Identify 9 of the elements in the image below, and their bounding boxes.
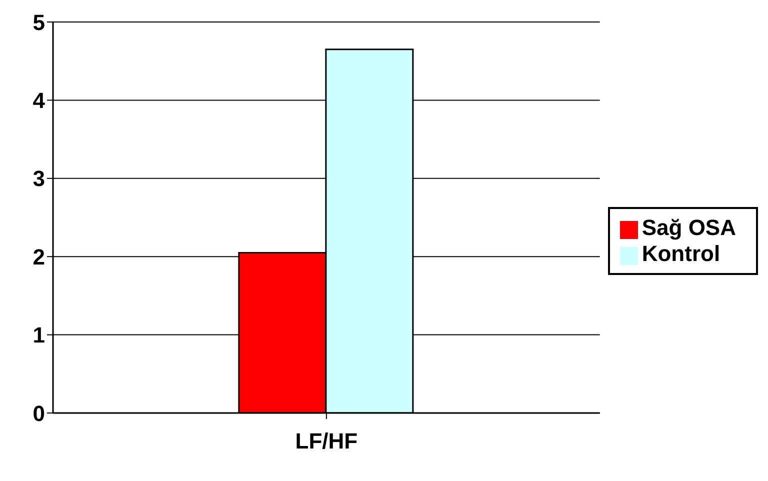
y-tick-label: 3 [32, 166, 45, 192]
y-tick-label: 0 [32, 400, 45, 426]
y-tick-label: 2 [32, 244, 45, 270]
y-tick-label: 1 [32, 322, 45, 348]
y-tick-label: 4 [32, 88, 46, 114]
legend-label: Sağ OSA [642, 214, 736, 240]
legend-label: Kontrol [642, 240, 720, 266]
x-tick-label: LF/HF [295, 428, 358, 454]
y-tick-label: 5 [32, 10, 45, 35]
